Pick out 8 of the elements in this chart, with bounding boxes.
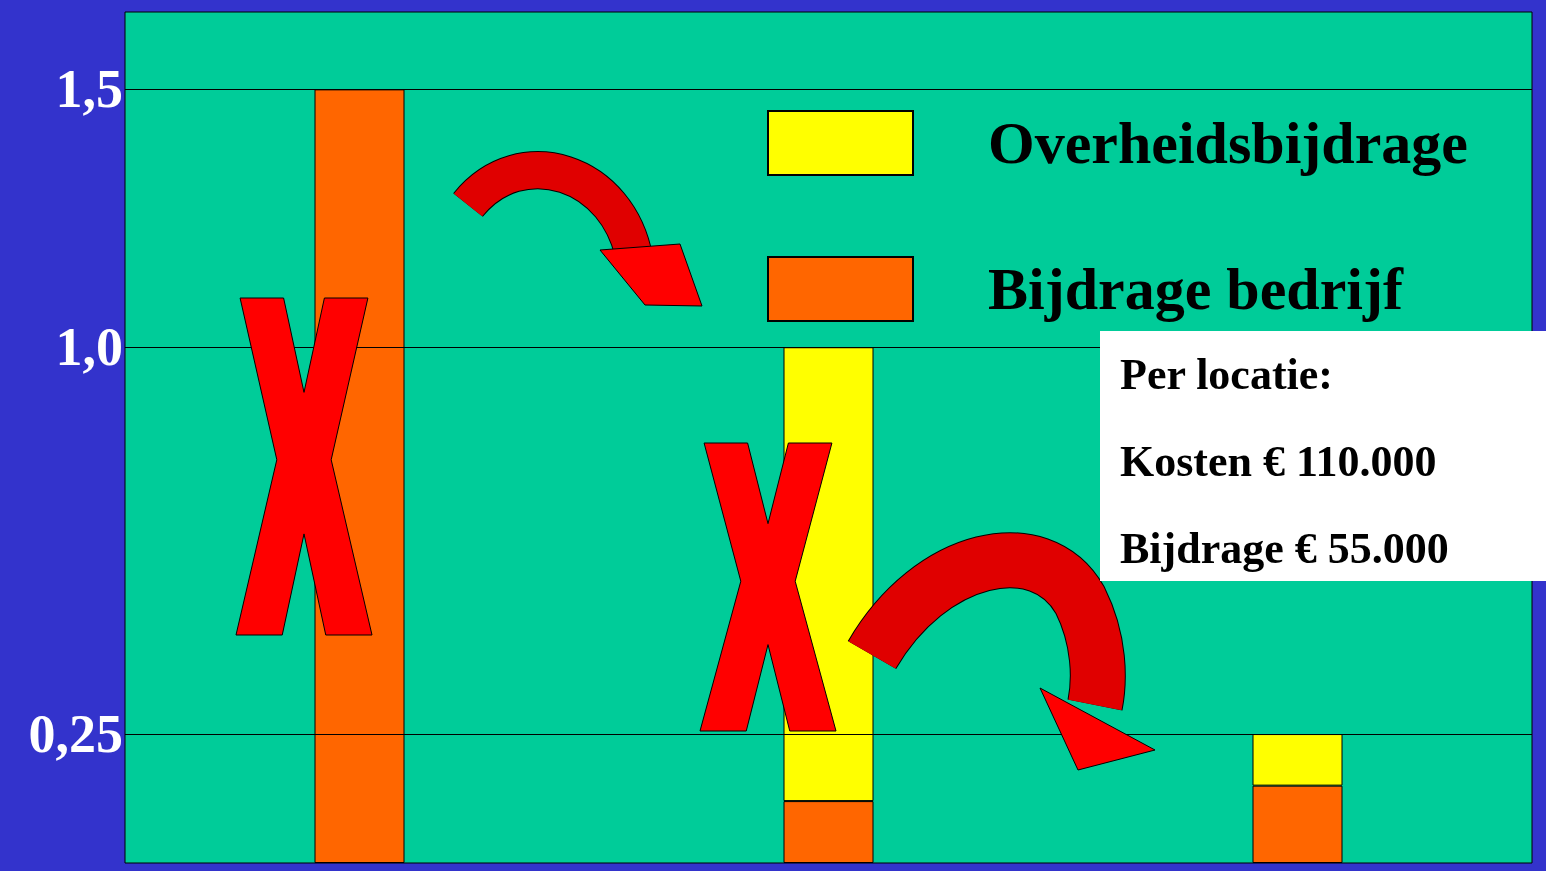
annotation: Per locatie: — [1120, 349, 1334, 401]
legend-label: Overheidsbijdrage — [988, 110, 1468, 176]
annotation: Kosten € 110.000 — [1120, 436, 1438, 488]
legend-label: Bijdrage bedrijf — [988, 256, 1404, 322]
y-tick-label: 1,5 — [55, 59, 123, 120]
y-tick-label: 1,0 — [55, 317, 123, 378]
y-tick-label: 0,25 — [28, 704, 123, 765]
annotation: Bijdrage € 55.000 — [1120, 523, 1450, 575]
